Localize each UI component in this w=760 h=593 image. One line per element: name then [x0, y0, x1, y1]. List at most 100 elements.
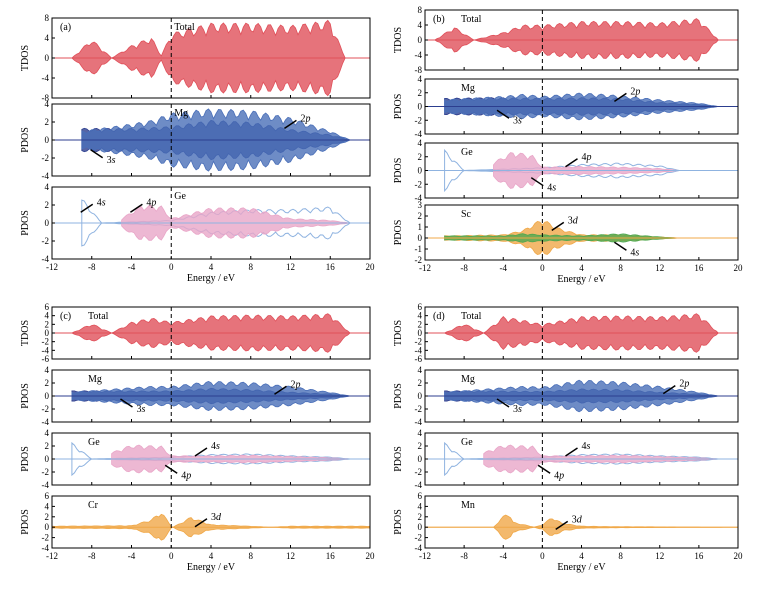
element-label: Mg [461, 83, 475, 94]
y-tick-label: 4 [45, 365, 50, 375]
y-tick-label: 2 [418, 512, 423, 522]
panel-label: (d) [433, 311, 445, 322]
y-tick-label: -4 [415, 345, 423, 355]
y-axis-label: PDOS [20, 383, 31, 409]
x-axis-label: Energy / eV [557, 274, 606, 285]
y-tick-label: 3 [418, 200, 423, 210]
annotation-arrow [565, 158, 578, 168]
annotation-arrow [194, 447, 208, 457]
y-tick-label: 0 [418, 35, 423, 45]
annotation-arrow [80, 203, 94, 213]
element-label: Ge [88, 437, 100, 448]
element-label: Ge [461, 147, 473, 158]
y-tick-label: 4 [418, 428, 423, 438]
y-tick-label: 0 [418, 522, 423, 532]
y-tick-label: 4 [418, 501, 423, 511]
subplot-ge: 4 2 0 -2 -4 PDOS Ge 4s 4p [20, 182, 371, 264]
y-tick-label: 2 [45, 441, 50, 451]
element-label: Sc [461, 209, 472, 220]
annotation-arrow [496, 398, 510, 408]
y-tick-label: 4 [418, 311, 423, 321]
x-tick-label: 12 [286, 262, 295, 272]
x-tick-label: -8 [460, 551, 468, 561]
x-tick-label: 4 [209, 551, 214, 561]
y-tick-label: -2 [415, 255, 423, 265]
y-tick-label: -4 [42, 345, 50, 355]
x-tick-label: 8 [249, 262, 254, 272]
panel-label: (a) [60, 22, 71, 33]
x-tick-label: 8 [249, 551, 254, 561]
orbital-annotation: 4s [630, 247, 639, 258]
y-tick-label: -2 [42, 467, 50, 477]
x-tick-label: 8 [618, 263, 623, 273]
y-tick-label: 2 [418, 378, 423, 388]
annotation-arrow [565, 447, 578, 457]
y-tick-label: 0 [418, 391, 423, 401]
y-tick-label: -4 [415, 193, 423, 203]
y-tick-label: 4 [418, 365, 423, 375]
y-tick-label: 0 [45, 454, 50, 464]
x-tick-label: 4 [579, 551, 584, 561]
x-tick-label: 12 [655, 263, 664, 273]
element-label: Total [174, 22, 195, 33]
orbital-annotation: 4s [547, 183, 556, 194]
y-tick-label: 2 [45, 319, 50, 329]
y-tick-label: 0 [418, 233, 423, 243]
y-tick-label: 0 [45, 522, 50, 532]
y-axis-label: PDOS [20, 446, 31, 472]
x-tick-label: 20 [366, 262, 376, 272]
annotation-arrow [129, 203, 143, 213]
orbital-annotation: 4p [181, 470, 191, 481]
y-tick-label: 2 [45, 512, 50, 522]
x-tick-label: 0 [169, 551, 174, 561]
plot-frame [424, 204, 739, 261]
y-axis-label: TDOS [20, 45, 31, 71]
x-tick-label: 16 [694, 263, 704, 273]
y-axis-label: PDOS [393, 94, 404, 120]
y-tick-label: -4 [415, 129, 423, 139]
y-tick-label: 4 [45, 182, 50, 192]
y-tick-label: 4 [45, 428, 50, 438]
y-tick-label: 6 [418, 302, 423, 312]
y-tick-label: 2 [418, 319, 423, 329]
annotation-arrow [164, 464, 178, 474]
y-axis-label: PDOS [20, 210, 31, 236]
x-axis-label: Energy / eV [187, 562, 236, 573]
subplot-ge: 4 2 0 -2 -4 PDOS Ge 4s 4p [393, 428, 739, 490]
subplot-total: 8 4 0 -4 -8 TDOS Total (b) [393, 5, 739, 75]
y-tick-label: -2 [415, 179, 423, 189]
y-tick-label: 0 [418, 102, 423, 112]
y-tick-label: -4 [415, 480, 423, 490]
y-axis-label: PDOS [393, 220, 404, 246]
element-label: Total [88, 311, 109, 322]
x-tick-label: 16 [326, 551, 336, 561]
x-tick-label: 12 [655, 551, 664, 561]
x-tick-label: 4 [579, 263, 584, 273]
y-axis-label: TDOS [393, 320, 404, 346]
subplot-mg: 4 2 0 -2 -4 PDOS Mg 2p 3s [393, 365, 739, 427]
x-axis-label: Energy / eV [187, 273, 236, 284]
x-tick-label: 0 [540, 263, 545, 273]
y-tick-label: 2 [418, 152, 423, 162]
orbital-annotation: 4p [582, 152, 592, 163]
y-tick-label: 0 [45, 135, 50, 145]
x-tick-label: 20 [366, 551, 376, 561]
orbital-annotation: 2p [300, 113, 310, 124]
y-tick-label: -2 [42, 337, 50, 347]
y-tick-label: -4 [42, 254, 50, 264]
y-tick-label: 8 [418, 5, 423, 15]
x-tick-label: -8 [460, 263, 468, 273]
y-tick-label: 4 [418, 74, 423, 84]
x-tick-label: -12 [419, 551, 431, 561]
orbital-annotation: 3s [107, 155, 116, 166]
annotation-arrow [284, 119, 297, 130]
x-tick-label: 16 [694, 551, 704, 561]
y-axis-label: PDOS [393, 446, 404, 472]
orbital-annotation: 4p [146, 197, 156, 208]
y-tick-label: 4 [45, 33, 50, 43]
